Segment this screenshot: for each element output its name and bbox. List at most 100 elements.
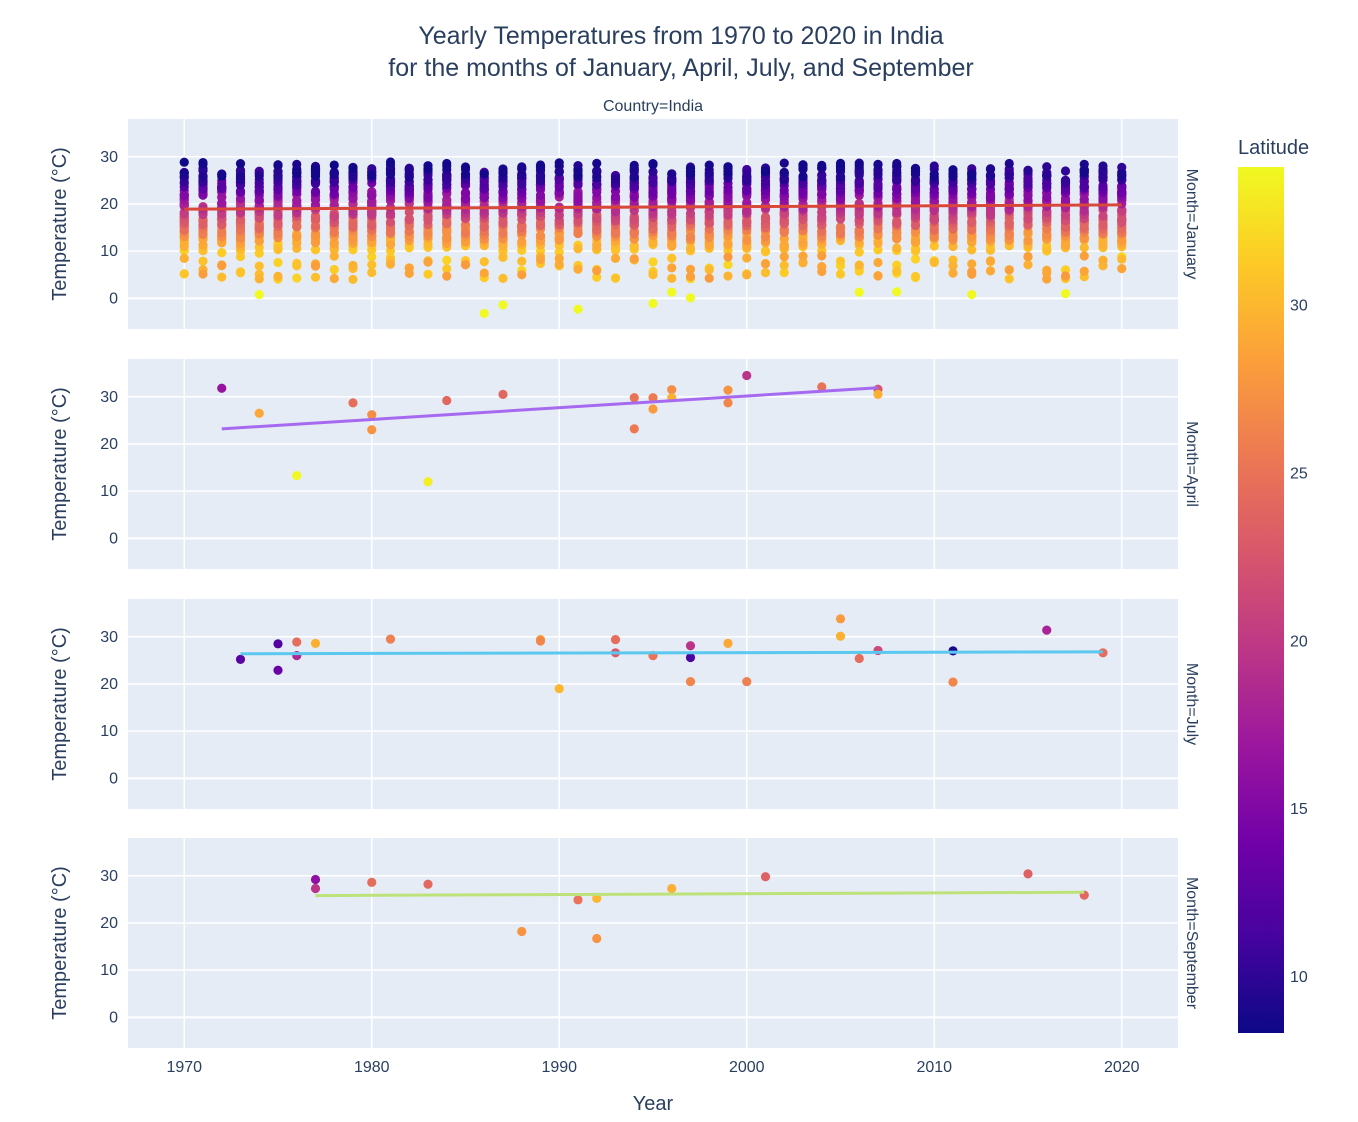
data-point [329,264,339,275]
data-point [217,260,227,270]
x-tick-label: 1980 [354,1059,390,1076]
data-point [1098,219,1108,229]
data-point [1079,251,1089,261]
data-point [648,187,658,197]
data-point [1023,213,1033,223]
data-point [404,172,414,182]
chart-title-line1: Yearly Temperatures from 1970 to 2020 in… [418,22,943,50]
data-point [667,273,677,283]
data-point [798,171,808,182]
data-point [573,244,583,254]
data-point [685,215,696,225]
data-point [798,251,808,261]
data-point [292,159,302,169]
data-point [535,636,546,646]
data-point [648,393,658,403]
data-point [1060,175,1071,186]
x-axis-title: Year [633,1093,674,1115]
data-point [1079,166,1089,176]
data-point [760,268,771,278]
data-point [648,167,658,177]
data-point [667,287,677,297]
data-point [685,652,696,663]
data-point [535,221,546,231]
data-point [854,260,864,270]
data-point [835,269,846,279]
y-tick-label: 10 [100,723,118,740]
data-point [798,160,808,170]
data-point [873,245,883,255]
data-point [704,167,714,178]
data-point [292,637,302,647]
data-point [329,189,339,199]
data-point [817,251,827,261]
data-point [423,192,433,202]
data-point [310,261,321,271]
data-point [1060,240,1071,250]
data-point [198,172,208,182]
data-point [1023,165,1033,176]
data-point [723,638,733,648]
data-point [1098,211,1108,221]
data-point [610,253,621,263]
data-point [310,638,321,648]
y-tick-label: 0 [109,770,118,787]
data-point [329,211,339,221]
data-point [592,214,602,224]
data-point [479,169,489,179]
data-point [1098,239,1108,249]
data-point [348,274,358,284]
data-point [910,245,921,255]
data-point [498,389,508,399]
data-point [985,192,996,202]
plot-background [128,838,1178,1048]
y-tick-label: 0 [109,1009,118,1026]
data-point [179,253,189,263]
data-point [723,398,733,408]
data-point [779,252,789,262]
data-point [554,247,564,257]
data-point [779,227,789,237]
data-point [292,261,302,271]
data-point [1079,223,1089,233]
data-point [835,222,846,232]
data-point [348,222,358,232]
data-point [1004,218,1014,228]
data-point [667,253,677,263]
points-group [179,157,1127,319]
data-point [704,265,714,275]
data-point [535,231,546,241]
data-point [648,270,658,280]
colorbar-title: Latitude [1238,137,1309,159]
panel-2: 0 10 20 30 Temperature (°C) Month=April [49,359,1200,569]
data-point [273,665,283,675]
data-point [985,266,996,276]
data-point [629,254,639,264]
data-point [348,260,358,271]
facet-label: Country=India [603,98,703,115]
data-point [217,228,227,238]
data-point [1004,158,1014,169]
data-point [854,653,864,664]
data-point [179,190,189,201]
trend-line [184,203,1122,211]
data-point [442,158,452,169]
data-point [460,260,471,270]
data-point [329,176,339,186]
data-point [742,197,752,208]
data-point [498,228,508,238]
y-tick-label: 0 [109,290,118,307]
data-point [235,233,246,243]
data-point [760,246,771,256]
data-point [367,267,377,278]
data-point [854,210,864,220]
data-point [929,161,939,171]
data-point [498,218,508,228]
data-point [310,186,321,196]
data-point [929,223,939,234]
data-point [1079,181,1089,191]
data-point [873,389,883,399]
data-point [873,238,883,248]
data-point [723,260,733,270]
data-point [554,210,564,220]
